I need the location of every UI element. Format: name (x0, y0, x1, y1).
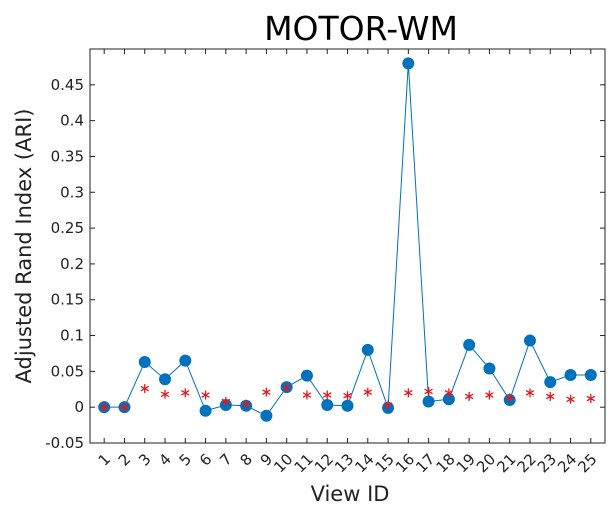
data-point (463, 338, 476, 351)
x-tick-label: 2 (115, 450, 134, 469)
data-point (159, 373, 172, 386)
x-tick-label: 3 (135, 450, 154, 469)
data-point (485, 390, 494, 400)
y-axis-ticks: -0.05 0 0.05 0.1 0.15 0.2 0.25 0.3 0.35 0.4 0.45 (45, 76, 605, 452)
data-point (361, 343, 374, 356)
data-point (221, 396, 231, 406)
series-1 (98, 57, 597, 422)
y-tick-label: 0.15 (51, 291, 84, 309)
data-point (321, 399, 334, 412)
data-point (586, 394, 596, 404)
y-tick-label: 0 (74, 398, 84, 416)
data-point (584, 368, 597, 381)
data-point (505, 393, 514, 403)
series-layer (98, 57, 597, 422)
data-point (181, 388, 190, 398)
data-point (404, 388, 413, 398)
data-point (201, 390, 210, 400)
data-point (138, 356, 151, 369)
data-point (363, 387, 373, 397)
data-point (140, 384, 149, 394)
data-point (262, 387, 271, 397)
x-tick-label: 25 (574, 450, 600, 476)
x-axis-ticks: 1 2 3 4 5 6 7 8 91011121314151617181920212223242… (95, 49, 601, 476)
data-point (179, 354, 192, 367)
x-axis-label: View ID (311, 482, 390, 506)
y-tick-label: 0.1 (60, 327, 84, 345)
data-point (383, 400, 393, 410)
x-tick-label: 6 (196, 450, 215, 469)
y-tick-label: -0.05 (45, 434, 84, 452)
data-point (341, 399, 354, 412)
y-tick-label: 0.05 (51, 362, 84, 380)
data-point (241, 399, 251, 409)
data-point (300, 369, 313, 382)
data-point (343, 391, 352, 401)
y-tick-label: 0.2 (60, 255, 84, 273)
data-point (199, 404, 212, 417)
data-point (424, 386, 433, 396)
data-point (464, 391, 474, 401)
data-point (566, 394, 575, 404)
data-point (302, 390, 312, 400)
series-2 (99, 383, 596, 412)
data-point (525, 388, 535, 398)
data-point (282, 383, 291, 393)
data-point (544, 376, 557, 389)
x-tick-label: 1 (95, 450, 114, 469)
data-point (99, 402, 109, 412)
chart-title: MOTOR-WM (264, 9, 458, 48)
data-point (564, 368, 577, 381)
data-point (442, 393, 455, 406)
data-point (322, 390, 332, 400)
data-point (402, 57, 415, 70)
data-point (483, 362, 496, 375)
y-tick-label: 0.4 (60, 112, 84, 130)
data-point (260, 409, 273, 422)
y-tick-label: 0.35 (51, 147, 84, 165)
y-axis-label: Adjusted Rand Index (ARI) (12, 109, 36, 384)
data-point (546, 391, 555, 401)
x-tick-label: 8 (236, 450, 255, 469)
data-point (160, 389, 170, 399)
series-line (104, 63, 591, 417)
x-tick-label: 7 (216, 450, 235, 469)
x-tick-label: 4 (155, 450, 174, 469)
y-tick-label: 0.45 (51, 76, 84, 94)
y-tick-label: 0.25 (51, 219, 84, 237)
data-point (523, 334, 536, 347)
data-point (444, 388, 454, 398)
x-tick-label: 5 (176, 450, 195, 469)
data-point (120, 402, 129, 412)
y-tick-label: 0.3 (60, 183, 84, 201)
data-point (422, 395, 435, 408)
